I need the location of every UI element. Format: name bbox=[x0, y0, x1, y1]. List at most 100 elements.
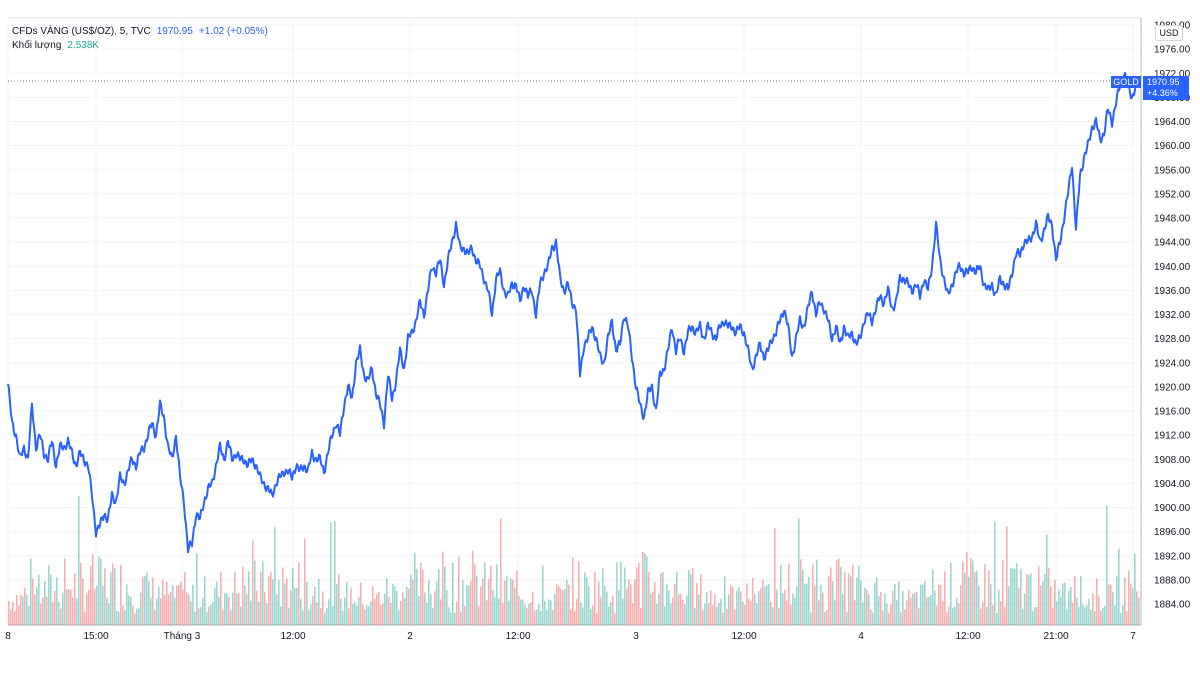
volume-bar bbox=[690, 574, 692, 625]
volume-bar bbox=[854, 600, 856, 625]
volume-bar bbox=[240, 606, 242, 625]
volume-bar bbox=[820, 584, 822, 625]
volume-bar bbox=[250, 600, 252, 625]
volume-bar bbox=[26, 594, 28, 625]
volume-bar bbox=[498, 598, 500, 625]
y-tick-label: 1884.00 bbox=[1154, 600, 1191, 611]
volume-bar bbox=[986, 606, 988, 625]
volume-bar bbox=[364, 609, 366, 625]
volume-bar bbox=[18, 605, 20, 625]
volume-bar bbox=[74, 573, 76, 625]
volume-bar bbox=[180, 581, 182, 625]
volume-bar bbox=[120, 564, 122, 625]
x-axis[interactable]: 8 15:00 Tháng 3 12:00 2 12:00 3 12:00 4 12:00 21:0… bbox=[5, 18, 1136, 642]
volume-bar bbox=[416, 568, 418, 625]
volume-bar bbox=[562, 590, 564, 625]
volume-bar bbox=[476, 575, 478, 625]
volume-bar bbox=[698, 594, 700, 625]
volume-bar bbox=[472, 550, 474, 625]
volume-bar bbox=[946, 612, 948, 625]
volume-bar bbox=[688, 570, 690, 625]
volume-bar bbox=[1088, 598, 1090, 625]
volume-bar bbox=[612, 595, 614, 625]
volume-bar bbox=[948, 606, 950, 625]
volume-bar bbox=[646, 556, 648, 625]
volume-bar bbox=[108, 603, 110, 625]
volume-bar bbox=[878, 595, 880, 625]
volume-bars bbox=[8, 495, 1140, 625]
legend-volume-label[interactable]: Khối lượng bbox=[12, 40, 62, 51]
volume-bar bbox=[514, 587, 516, 625]
volume-bar bbox=[1016, 563, 1018, 625]
volume-bar bbox=[500, 518, 502, 625]
volume-bar bbox=[1042, 581, 1044, 625]
y-tick-label: 1932.00 bbox=[1154, 310, 1191, 321]
volume-bar bbox=[758, 590, 760, 625]
volume-bar bbox=[336, 583, 338, 625]
volume-bar bbox=[162, 579, 164, 625]
volume-bar bbox=[988, 570, 990, 625]
y-tick-label: 1948.00 bbox=[1154, 214, 1191, 225]
volume-bar bbox=[992, 604, 994, 625]
volume-bar bbox=[1100, 611, 1102, 625]
volume-bar bbox=[314, 586, 316, 625]
volume-bar bbox=[896, 600, 898, 625]
volume-bar bbox=[848, 573, 850, 625]
volume-bar bbox=[474, 564, 476, 625]
volume-bar bbox=[362, 604, 364, 625]
volume-bar bbox=[904, 609, 906, 625]
volume-bar bbox=[198, 608, 200, 625]
volume-bar bbox=[748, 598, 750, 625]
volume-bar bbox=[680, 594, 682, 625]
volume-bar bbox=[452, 563, 454, 625]
volume-bar bbox=[396, 590, 398, 625]
volume-bar bbox=[1050, 586, 1052, 625]
volume-bar bbox=[410, 574, 412, 625]
volume-bar bbox=[448, 607, 450, 625]
volume-bar bbox=[1120, 612, 1122, 625]
volume-bar bbox=[1102, 607, 1104, 625]
y-tick-label: 1952.00 bbox=[1154, 189, 1191, 200]
volume-bar bbox=[850, 576, 852, 625]
volume-bar bbox=[560, 588, 562, 625]
volume-bar bbox=[746, 583, 748, 625]
volume-bar bbox=[278, 580, 280, 625]
volume-bar bbox=[1046, 534, 1048, 625]
volume-bar bbox=[524, 604, 526, 625]
volume-bar bbox=[152, 577, 154, 625]
volume-bar bbox=[318, 579, 320, 625]
volume-bar bbox=[888, 612, 890, 625]
volume-bar bbox=[14, 610, 16, 625]
volume-bar bbox=[488, 579, 490, 625]
volume-bar bbox=[1018, 587, 1020, 625]
volume-bar bbox=[430, 594, 432, 625]
volume-bar bbox=[674, 584, 676, 625]
volume-bar bbox=[286, 578, 288, 625]
volume-bar bbox=[426, 603, 428, 625]
volume-bar bbox=[1022, 608, 1024, 625]
x-tick-label: 8 bbox=[5, 631, 11, 642]
volume-bar bbox=[1116, 576, 1118, 625]
volume-bar bbox=[1134, 553, 1136, 625]
volume-bar bbox=[540, 610, 542, 625]
volume-bar bbox=[584, 572, 586, 625]
volume-bar bbox=[614, 612, 616, 625]
volume-bar bbox=[528, 603, 530, 625]
volume-bar bbox=[234, 571, 236, 625]
volume-bar bbox=[360, 582, 362, 625]
volume-bar bbox=[900, 612, 902, 625]
volume-bar bbox=[62, 592, 64, 625]
volume-bar bbox=[266, 603, 268, 625]
volume-bar bbox=[34, 594, 36, 625]
volume-bar bbox=[182, 589, 184, 625]
volume-bar bbox=[728, 594, 730, 625]
legend-symbol[interactable]: CFDs VÀNG (US$/OZ), 5, TVC bbox=[12, 26, 151, 37]
volume-bar bbox=[1080, 575, 1082, 625]
volume-bar bbox=[142, 576, 144, 625]
currency-unit-button[interactable]: USD bbox=[1155, 25, 1183, 41]
volume-bar bbox=[220, 571, 222, 625]
volume-bar bbox=[1076, 597, 1078, 625]
volume-bar bbox=[652, 591, 654, 625]
volume-bar bbox=[1126, 611, 1128, 625]
